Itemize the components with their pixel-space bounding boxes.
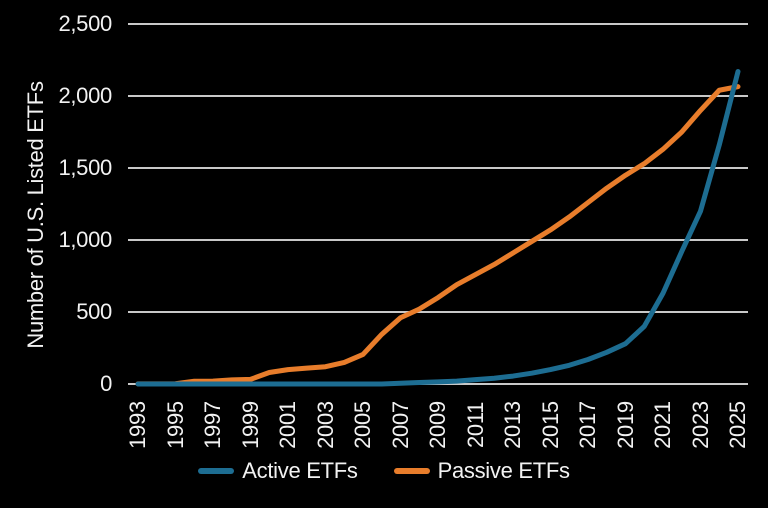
legend-label-active: Active ETFs — [242, 458, 358, 483]
x-tick-label-1995: 1995 — [162, 401, 188, 449]
legend-item-active: Active ETFs — [198, 458, 358, 484]
x-tick-label-2025: 2025 — [725, 401, 750, 449]
x-tick-label-2013: 2013 — [500, 401, 525, 449]
legend-label-passive: Passive ETFs — [437, 458, 570, 483]
legend: Active ETFs Passive ETFs — [0, 458, 768, 484]
passive-etfs-line — [135, 84, 741, 387]
x-tick-label-2021: 2021 — [650, 401, 675, 449]
x-tick-label-1999: 1999 — [237, 401, 263, 449]
gridlines — [128, 23, 748, 385]
y-tick-label-2,500: 2,500 — [58, 11, 112, 36]
x-tick-label-2019: 2019 — [612, 401, 638, 449]
x-tick-label-2011: 2011 — [462, 401, 488, 449]
y-tick-label-1,500: 1,500 — [58, 155, 112, 180]
series-lines — [135, 69, 741, 387]
active-etfs-line — [135, 69, 741, 387]
x-tick-label-2005: 2005 — [350, 401, 375, 449]
legend-item-passive: Passive ETFs — [393, 458, 570, 484]
y-tick-label-2,000: 2,000 — [58, 83, 112, 108]
y-tick-label-1,000: 1,000 — [58, 227, 112, 252]
y-tick-label-0: 0 — [100, 371, 112, 396]
x-tick-label-2007: 2007 — [387, 401, 413, 449]
x-tick-label-2003: 2003 — [312, 401, 338, 449]
y-tick-label-500: 500 — [76, 299, 112, 324]
x-tick-label-1993: 1993 — [125, 401, 150, 449]
passive-line-swatch — [393, 468, 430, 474]
x-tick-label-1997: 1997 — [200, 401, 225, 449]
x-tick-label-2017: 2017 — [575, 401, 600, 449]
x-tick-label-2001: 2001 — [275, 401, 300, 449]
x-tick-label-2009: 2009 — [425, 401, 450, 449]
active-line-swatch — [198, 468, 235, 474]
x-tick-label-2023: 2023 — [687, 401, 713, 449]
x-tick-label-2015: 2015 — [537, 401, 563, 449]
